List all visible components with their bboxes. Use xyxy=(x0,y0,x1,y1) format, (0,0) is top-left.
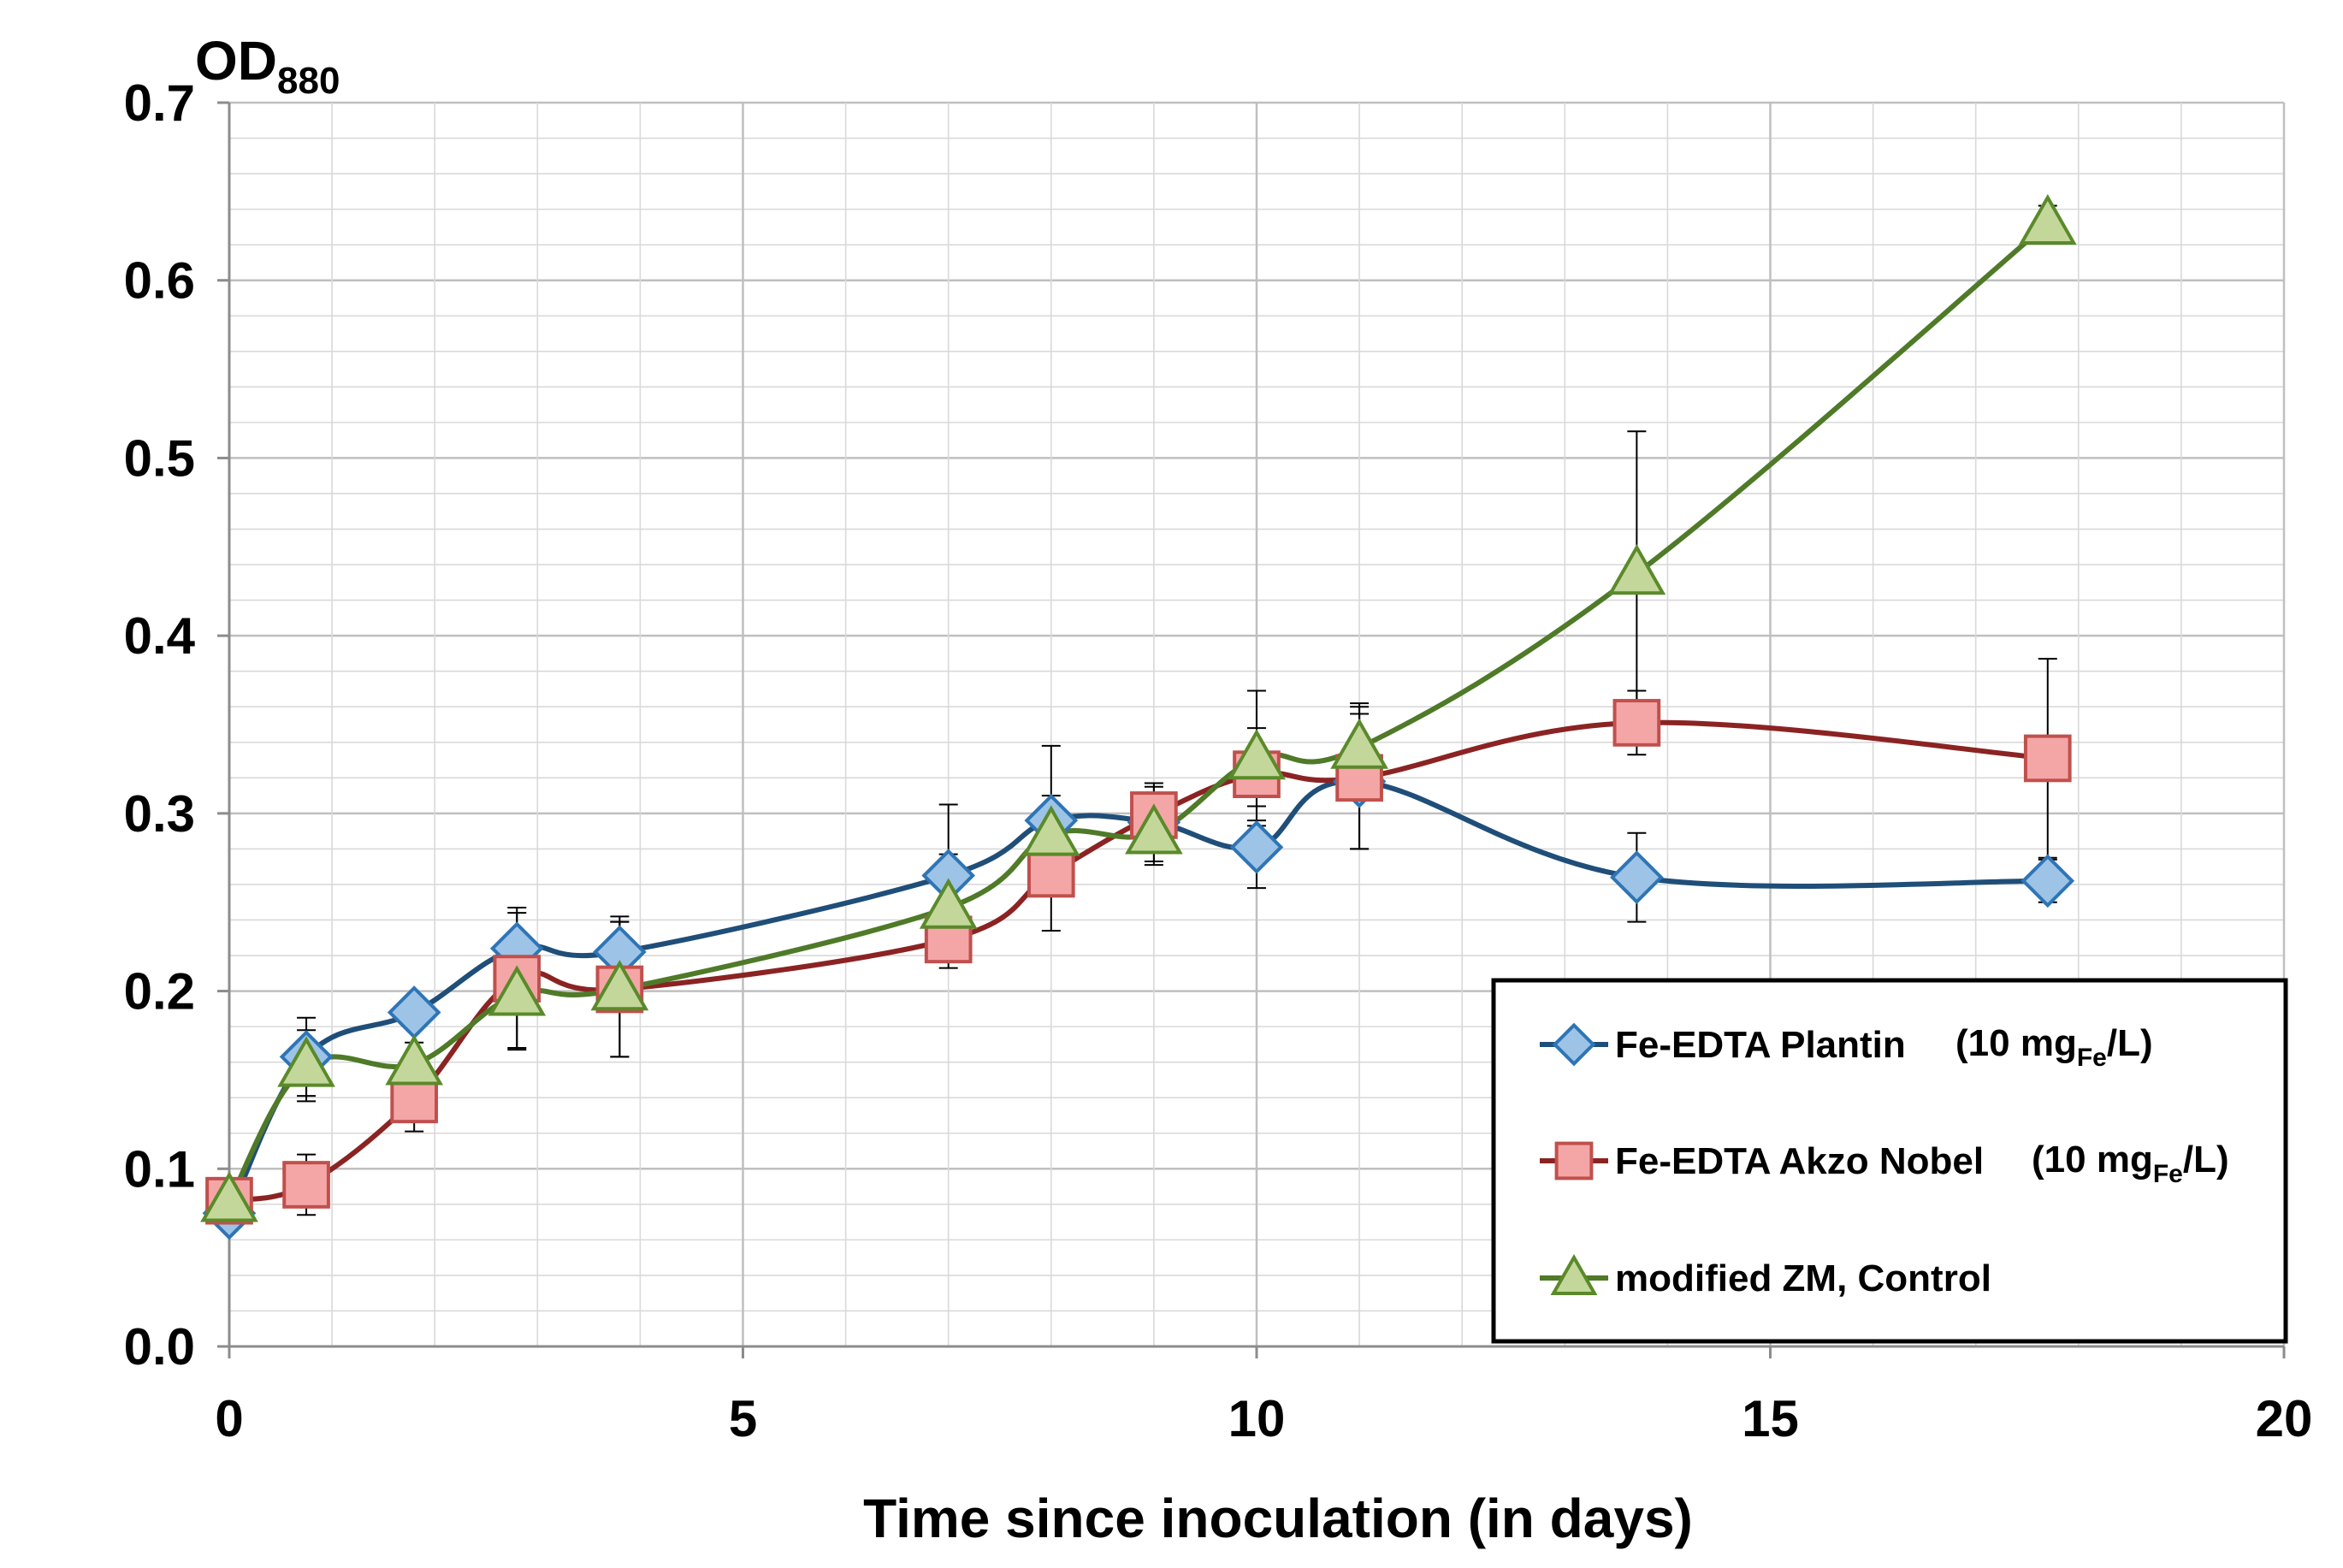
y-tick-label: 0.1 xyxy=(124,1140,195,1198)
data-point xyxy=(1229,820,1284,874)
data-point xyxy=(2018,193,2077,246)
legend-entries: Fe-EDTA Plantin (10 mgFe/L) Fe-EDTA Akzo N… xyxy=(1540,1022,2229,1299)
legend-marker-akzo-nobel xyxy=(1554,1141,1594,1180)
axes xyxy=(217,101,2286,1358)
x-tick-label: 0 xyxy=(215,1390,243,1447)
data-point xyxy=(1125,803,1183,855)
y-tick-label: 0.3 xyxy=(124,785,195,843)
y-tick-label: 0.0 xyxy=(124,1318,195,1376)
x-tick-label: 20 xyxy=(2256,1390,2313,1447)
tick-labels: 0.0 0.1 0.2 0.3 0.4 0.5 0.6 0.7 0 5 10 15 20 xyxy=(124,74,2313,1447)
legend-marker-plantin xyxy=(1552,1022,1596,1067)
x-tick-label: 10 xyxy=(1228,1390,1286,1447)
series-markers-control xyxy=(200,193,2077,1222)
legend-marker-control xyxy=(1550,1253,1598,1295)
data-point xyxy=(488,965,547,1016)
legend-unit-akzo-nobel: (10 mgFe/L) xyxy=(2032,1139,2229,1188)
data-point xyxy=(590,960,649,1011)
data-point xyxy=(277,1036,335,1087)
data-point xyxy=(200,1171,258,1222)
legend: Fe-EDTA Plantin (10 mgFe/L) Fe-EDTA Akzo N… xyxy=(1491,978,2288,1344)
data-point xyxy=(2023,734,2072,783)
x-tick-label: 5 xyxy=(729,1390,757,1447)
series-group xyxy=(200,193,2077,1240)
data-point xyxy=(1330,718,1388,769)
data-point xyxy=(919,878,978,929)
y-axis-title: OD880 xyxy=(195,30,340,102)
data-point xyxy=(1607,544,1666,595)
legend-label-akzo-nobel: Fe-EDTA Akzo Nobel xyxy=(1615,1140,1984,1182)
y-tick-label: 0.6 xyxy=(124,252,195,310)
legend-label-control: modified ZM, Control xyxy=(1615,1257,1991,1299)
x-tick-label: 15 xyxy=(1742,1390,1799,1447)
data-point xyxy=(1027,849,1075,898)
legend-box xyxy=(1491,978,2288,1344)
data-point xyxy=(1610,850,1664,904)
legend-label-plantin: Fe-EDTA Plantin xyxy=(1615,1024,1906,1066)
y-tick-label: 0.2 xyxy=(124,963,195,1021)
data-point xyxy=(1612,699,1661,747)
x-axis-title: Time since inoculation (in days) xyxy=(863,1488,1693,1549)
data-point xyxy=(1021,805,1080,856)
data-point xyxy=(282,1161,330,1209)
data-point xyxy=(2021,854,2075,908)
data-point xyxy=(385,1034,444,1086)
y-tick-label: 0.7 xyxy=(124,74,195,132)
y-tick-label: 0.4 xyxy=(124,607,196,665)
legend-unit-plantin: (10 mgFe/L) xyxy=(1955,1022,2153,1072)
data-point xyxy=(1228,729,1286,780)
y-tick-label: 0.5 xyxy=(124,429,195,487)
